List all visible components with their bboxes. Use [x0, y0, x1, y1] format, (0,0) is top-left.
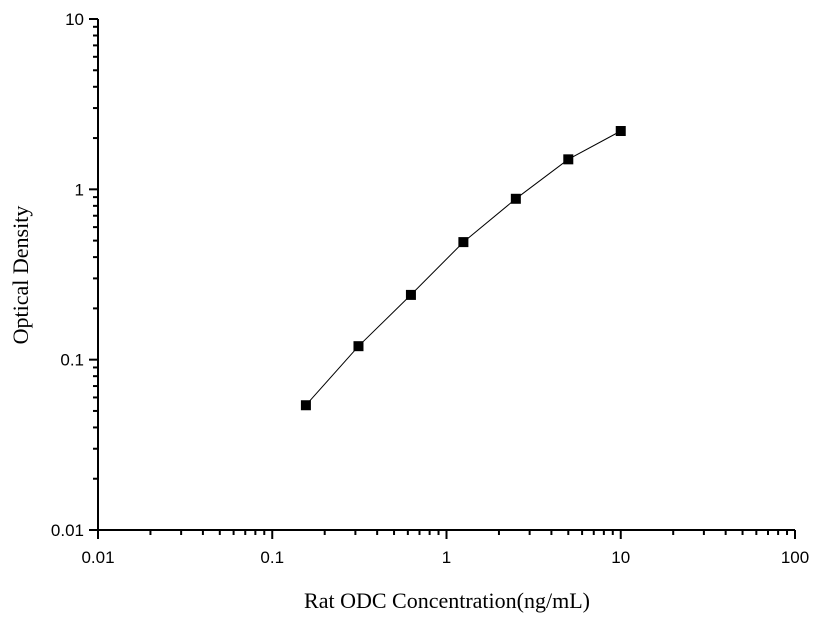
- y-axis-title: Optical Density: [8, 206, 33, 345]
- axes: 0.01 0.1 1 10 100 0.01 0.1 1 10: [51, 10, 809, 567]
- x-tick-label: 0.1: [260, 548, 284, 567]
- data-point: [458, 237, 469, 248]
- x-axis-title: Rat ODC Concentration(ng/mL): [304, 588, 590, 613]
- y-tick-label: 0.01: [51, 521, 84, 540]
- series-line: [305, 130, 622, 406]
- y-tick-label: 0.1: [60, 351, 84, 370]
- y-tick-label: 1: [75, 180, 84, 199]
- data-marks: [300, 126, 626, 411]
- data-point: [405, 289, 416, 300]
- data-point: [510, 193, 521, 204]
- data-point: [563, 154, 574, 165]
- data-point: [353, 341, 364, 352]
- x-tick-label: 1: [442, 548, 451, 567]
- data-point: [615, 126, 626, 137]
- data-point: [300, 400, 311, 411]
- x-tick-label: 100: [781, 548, 809, 567]
- y-tick-label: 10: [65, 10, 84, 29]
- x-tick-label: 10: [611, 548, 630, 567]
- x-tick-label: 0.01: [81, 548, 114, 567]
